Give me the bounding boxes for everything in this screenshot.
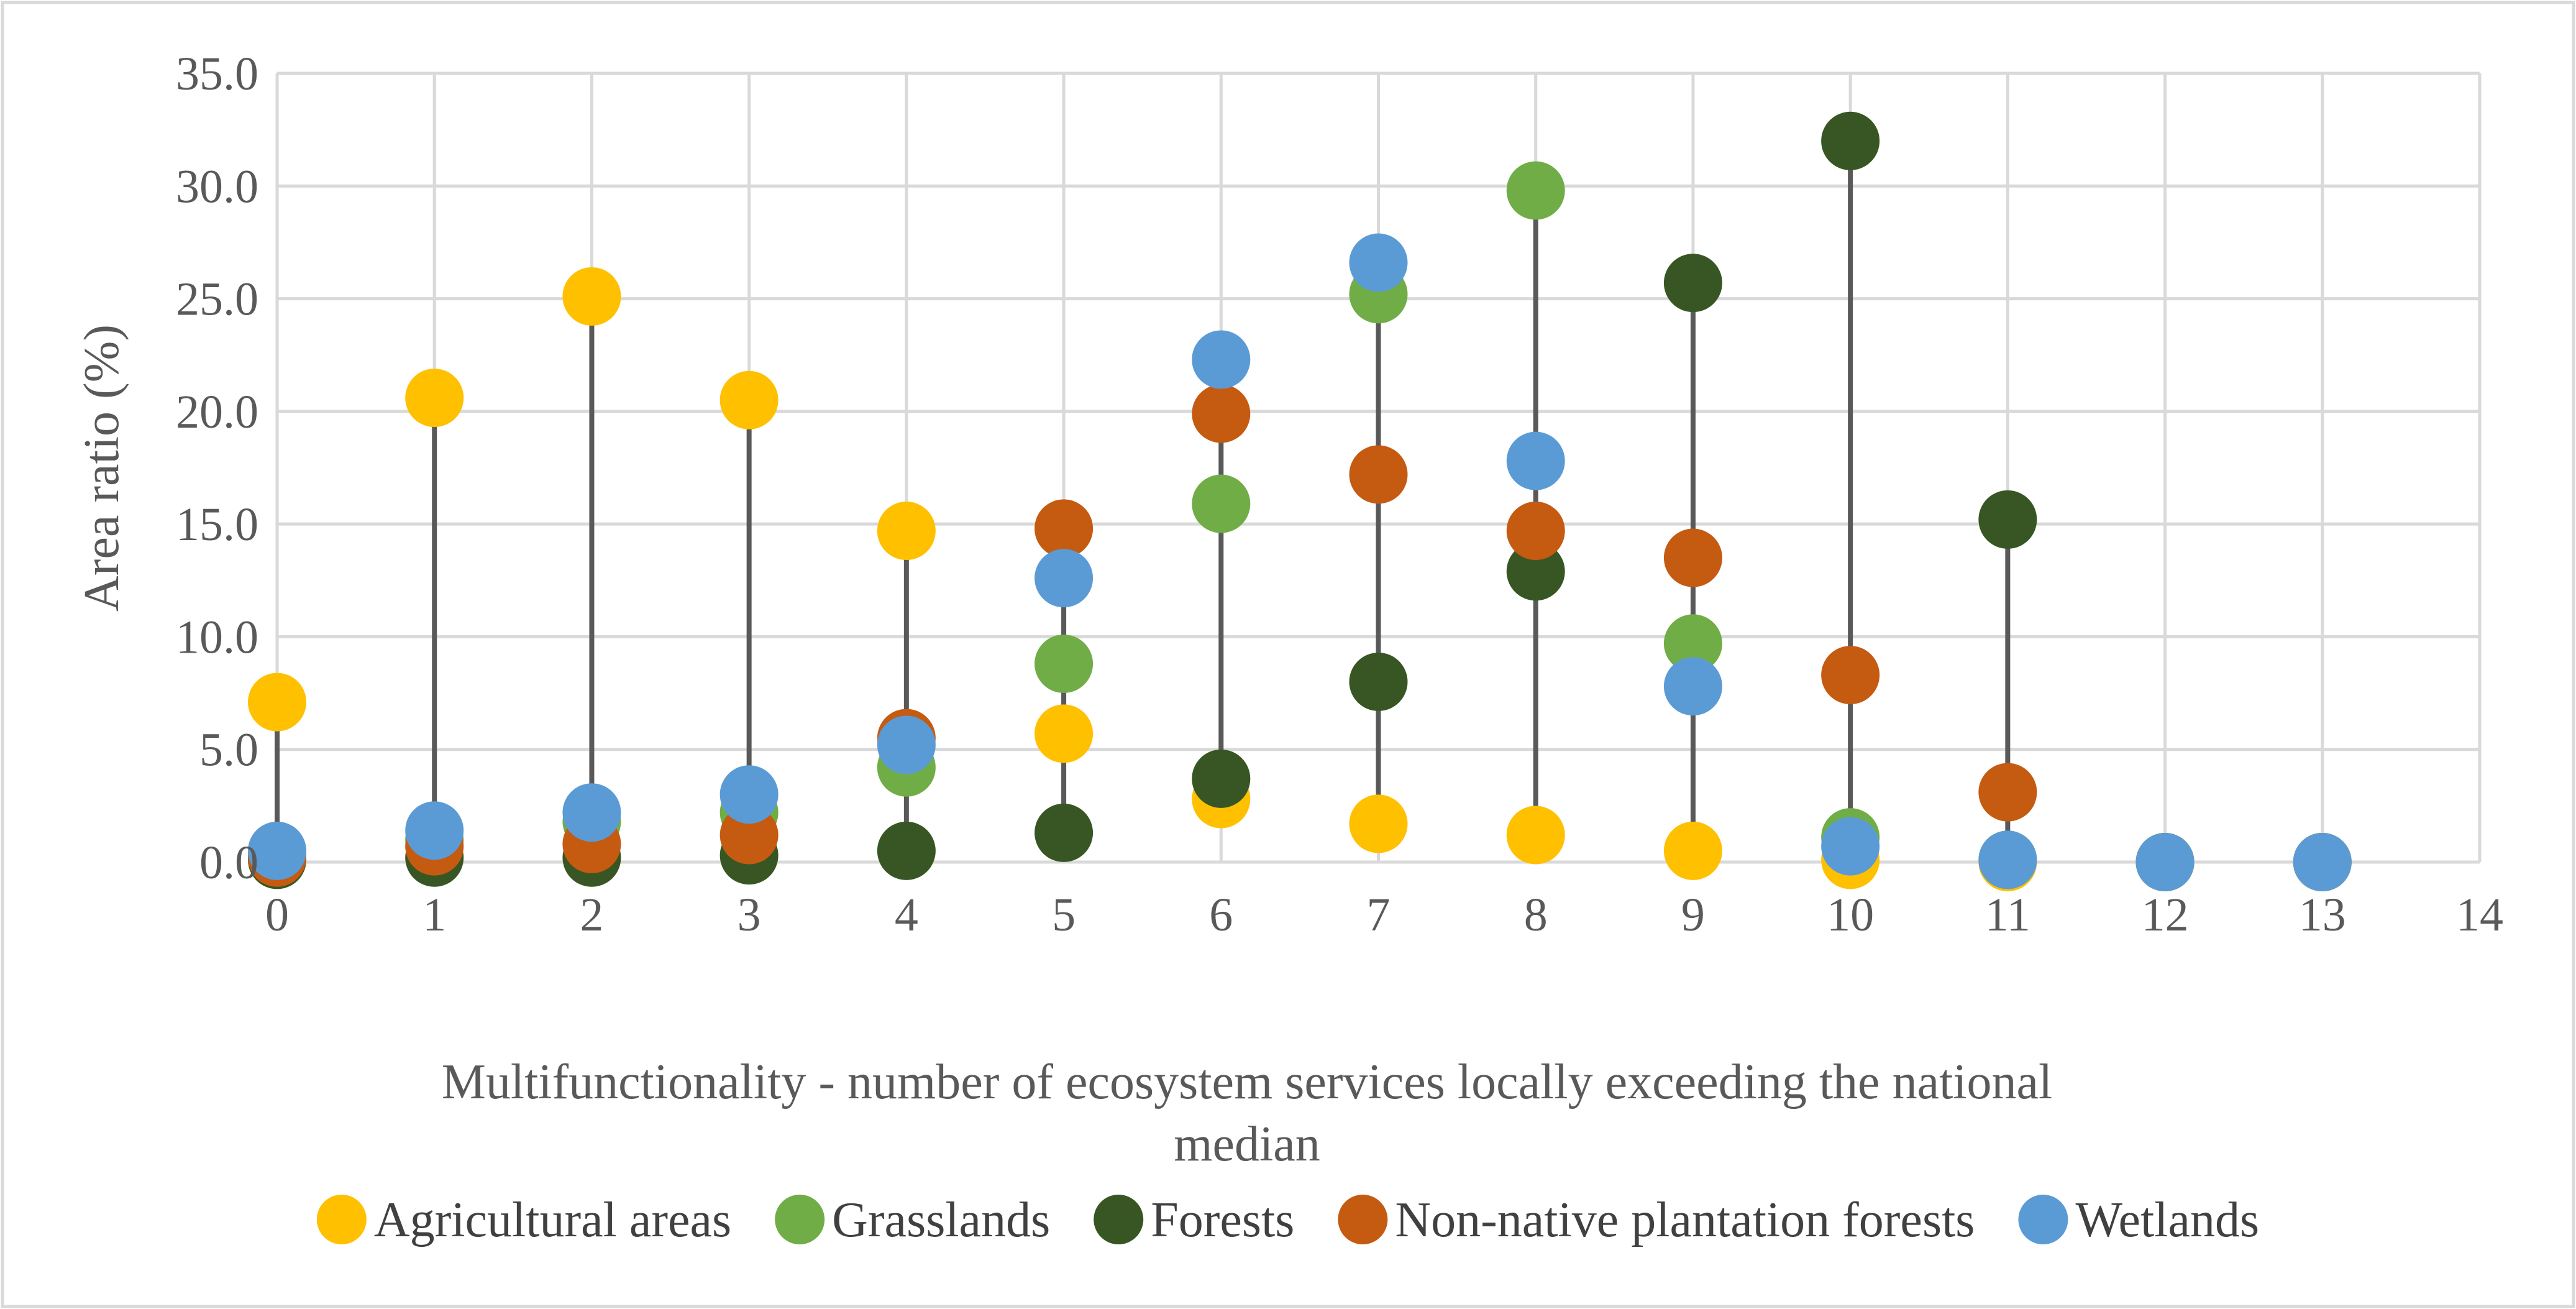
legend-item-wetlands: Wetlands [2018, 1193, 2259, 1247]
legend-label-forests: Forests [1151, 1193, 1294, 1247]
point-wetlands [1821, 817, 1880, 876]
legend-label-wetlands: Wetlands [2075, 1193, 2259, 1247]
legend-item-forests: Forests [1094, 1193, 1294, 1247]
x-tick-label: 14 [2456, 889, 2503, 941]
y-tick-label: 25.0 [176, 273, 258, 326]
point-non-native-plantation-forests [1349, 445, 1408, 504]
y-tick-label: 10.0 [176, 611, 258, 663]
point-agricultural-areas [719, 370, 779, 429]
point-wetlands [1663, 657, 1722, 716]
point-wetlands [719, 765, 779, 824]
point-forests [1506, 542, 1565, 601]
legend: Agricultural areas Grasslands Forests Non-n… [316, 1193, 2259, 1247]
x-axis-tick-labels: 0 1 2 3 4 5 6 7 8 9 10 11 12 13 14 [265, 889, 2503, 941]
x-tick-label: 2 [580, 889, 603, 941]
point-grasslands [1035, 634, 1094, 693]
legend-marker-wetlands [2018, 1195, 2068, 1244]
point-non-native-plantation-forests [1821, 646, 1880, 705]
point-agricultural-areas [1349, 794, 1408, 853]
point-forests [1192, 749, 1251, 808]
point-wetlands [1035, 549, 1094, 608]
legend-marker-grasslands [775, 1195, 825, 1244]
y-axis-title: Area ratio (%) [75, 324, 129, 612]
point-forests [1978, 490, 2037, 549]
legend-item-non-native-plantation-forests: Non-native plantation forests [1338, 1193, 1975, 1247]
legend-marker-non-native-plantation-forests [1338, 1195, 1388, 1244]
x-tick-label: 9 [1681, 889, 1705, 941]
legend-label-grasslands: Grasslands [832, 1193, 1050, 1247]
point-agricultural-areas [1035, 704, 1094, 763]
point-non-native-plantation-forests [1035, 499, 1094, 558]
y-tick-label: 35.0 [176, 48, 258, 100]
point-agricultural-areas [405, 369, 464, 428]
point-wetlands [1192, 330, 1251, 389]
x-tick-label: 7 [1367, 889, 1391, 941]
point-wetlands [877, 715, 936, 774]
x-tick-label: 4 [895, 889, 918, 941]
x-axis-title-line-2: median [1174, 1117, 1320, 1172]
point-forests [1035, 803, 1094, 862]
point-agricultural-areas [248, 673, 306, 732]
x-tick-label: 1 [422, 889, 446, 941]
point-wetlands [1349, 233, 1408, 292]
point-agricultural-areas [1663, 821, 1722, 880]
y-tick-label: 5.0 [199, 724, 258, 776]
point-wetlands [2293, 833, 2352, 891]
y-tick-label: 30.0 [176, 160, 258, 213]
point-forests [1349, 652, 1408, 711]
legend-item-agricultural-areas: Agricultural areas [316, 1193, 731, 1247]
y-tick-label: 15.0 [176, 498, 258, 551]
x-tick-label: 3 [738, 889, 761, 941]
x-tick-label: 13 [2299, 889, 2346, 941]
point-non-native-plantation-forests [1663, 528, 1722, 587]
point-wetlands [248, 821, 306, 880]
x-tick-label: 12 [2142, 889, 2189, 941]
point-agricultural-areas [877, 502, 936, 561]
point-wetlands [1978, 830, 2037, 889]
x-tick-label: 8 [1524, 889, 1548, 941]
point-forests [877, 821, 936, 880]
plot-area [248, 71, 2482, 891]
point-wetlands [2135, 833, 2195, 891]
point-agricultural-areas [1506, 806, 1565, 865]
point-grasslands [1506, 161, 1565, 220]
point-agricultural-areas [562, 267, 621, 326]
x-axis-title-line-1: Multifunctionality - number of ecosystem… [442, 1055, 2053, 1109]
x-tick-label: 5 [1052, 889, 1076, 941]
legend-marker-forests [1094, 1195, 1144, 1244]
y-axis-tick-labels: 0.0 5.0 10.0 15.0 20.0 25.0 30.0 35.0 [176, 48, 258, 889]
point-non-native-plantation-forests [719, 806, 779, 865]
legend-label-agricultural-areas: Agricultural areas [374, 1193, 731, 1247]
x-tick-label: 6 [1209, 889, 1233, 941]
y-tick-label: 20.0 [176, 386, 258, 438]
point-non-native-plantation-forests [1192, 384, 1251, 443]
point-forests [1821, 111, 1880, 170]
legend-marker-agricultural-areas [316, 1195, 367, 1244]
point-grasslands [1663, 614, 1722, 673]
point-forests [1663, 254, 1722, 313]
x-tick-label: 10 [1827, 889, 1874, 941]
x-tick-label: 0 [265, 889, 289, 941]
data-points-layer [248, 111, 2352, 891]
point-wetlands [1506, 431, 1565, 490]
point-non-native-plantation-forests [1978, 763, 2037, 822]
point-wetlands [562, 783, 621, 842]
point-grasslands [1192, 474, 1251, 533]
legend-item-grasslands: Grasslands [775, 1193, 1050, 1247]
legend-label-non-native-plantation-forests: Non-native plantation forests [1395, 1193, 1975, 1247]
point-wetlands [405, 801, 464, 860]
y-tick-label: 0.0 [199, 837, 258, 889]
point-non-native-plantation-forests [1506, 502, 1565, 561]
x-tick-label: 11 [1985, 889, 2030, 941]
